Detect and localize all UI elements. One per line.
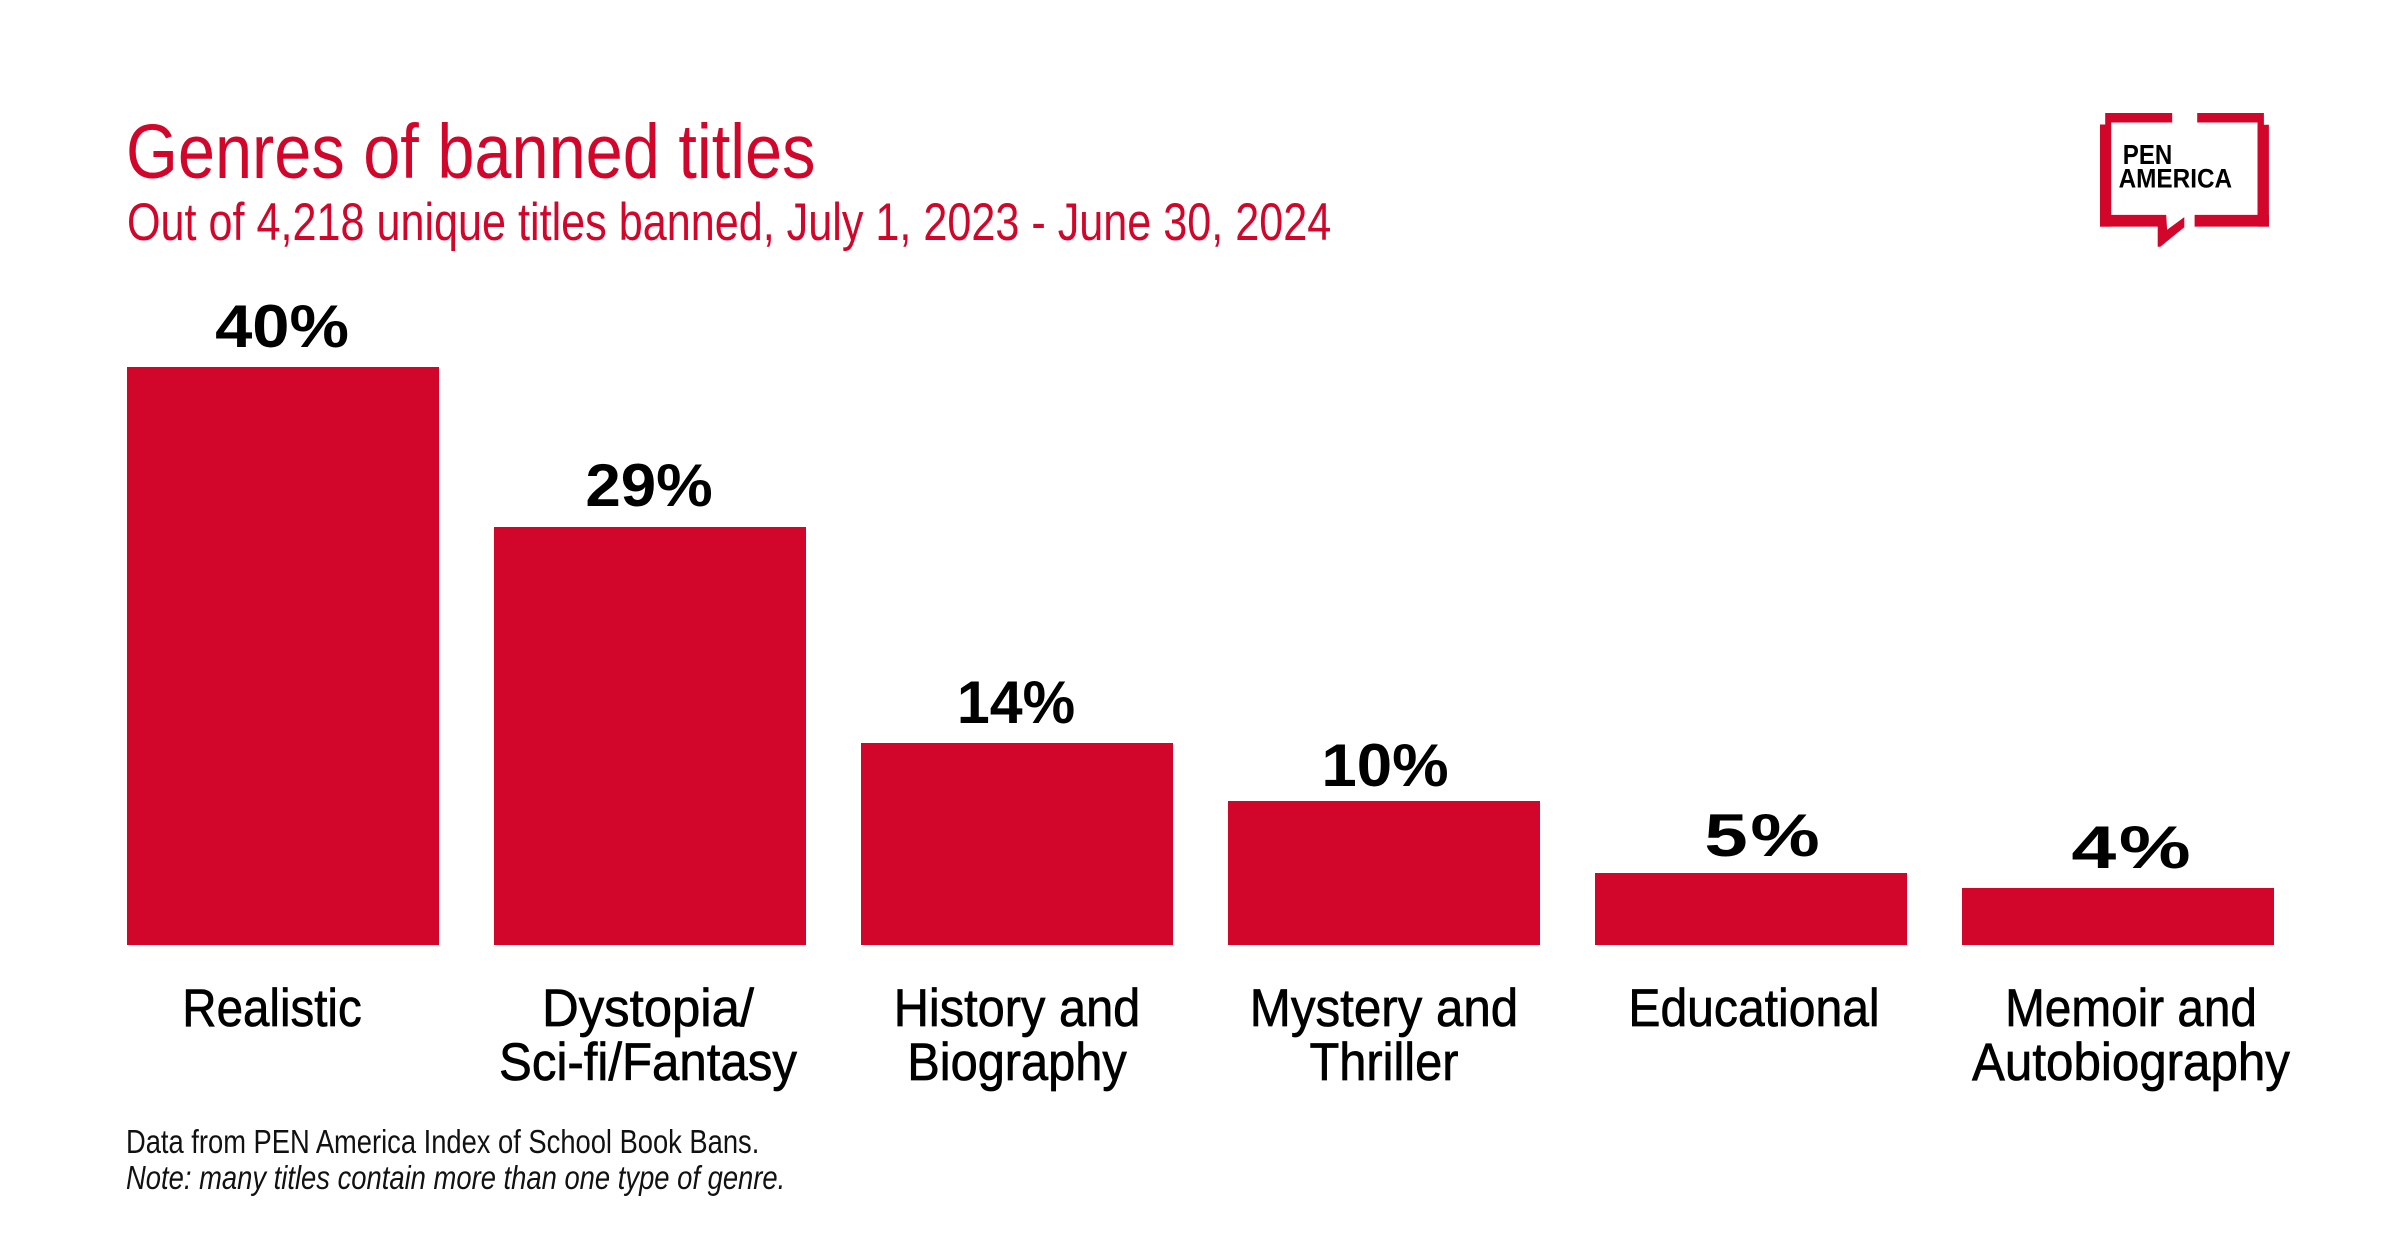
svg-text:PEN: PEN <box>2123 139 2173 170</box>
svg-text:AMERICA: AMERICA <box>2118 164 2232 194</box>
